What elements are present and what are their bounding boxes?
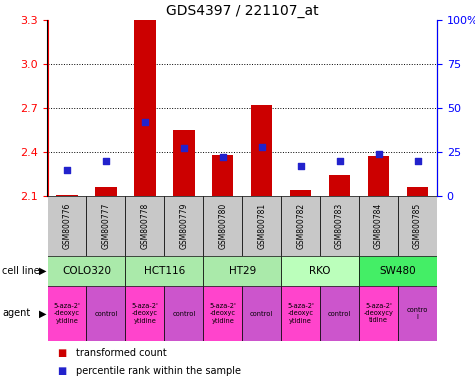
Text: cell line: cell line (2, 266, 40, 276)
Text: GSM800781: GSM800781 (257, 203, 266, 249)
Point (375, 151, 382, 157)
Bar (359, 196, 398, 256)
Text: GSM800783: GSM800783 (335, 203, 344, 249)
Bar (251, 105, 273, 196)
Text: ▶: ▶ (39, 308, 47, 318)
Bar (125, 256, 203, 286)
Text: 5-aza-2'
-deoxyc
ytidine: 5-aza-2' -deoxyc ytidine (287, 303, 314, 323)
Text: COLO320: COLO320 (62, 266, 111, 276)
Point (219, 154, 227, 161)
Text: HCT116: HCT116 (144, 266, 185, 276)
Bar (48, 286, 86, 341)
Bar (398, 286, 437, 341)
Bar (320, 196, 359, 256)
Bar (398, 196, 437, 256)
Text: SW480: SW480 (380, 266, 417, 276)
Text: 5-aza-2'
-deoxyc
ytidine: 5-aza-2' -deoxyc ytidine (132, 303, 158, 323)
Point (336, 158, 343, 164)
Bar (407, 187, 428, 196)
Bar (86, 286, 125, 341)
Bar (242, 196, 281, 256)
Bar (86, 196, 125, 256)
Bar (281, 286, 320, 341)
Text: agent: agent (2, 308, 30, 318)
Bar (203, 256, 281, 286)
Bar (212, 155, 234, 196)
Bar (95, 187, 117, 196)
Bar (203, 196, 242, 256)
Text: GSM800776: GSM800776 (63, 203, 71, 249)
Text: RKO: RKO (309, 266, 331, 276)
Text: 5-aza-2'
-deoxycy
tidine: 5-aza-2' -deoxycy tidine (364, 303, 393, 323)
Text: control: control (328, 311, 351, 316)
Text: GSM800780: GSM800780 (218, 203, 227, 249)
Text: GSM800778: GSM800778 (141, 203, 149, 249)
Point (297, 163, 304, 169)
Bar (173, 130, 195, 196)
Bar (359, 286, 398, 341)
Bar (368, 156, 390, 196)
Bar (125, 286, 164, 341)
Text: GSM800777: GSM800777 (102, 203, 110, 249)
Text: control: control (172, 311, 195, 316)
Text: contro
l: contro l (407, 307, 428, 320)
Text: control: control (250, 311, 273, 316)
Text: ■: ■ (57, 366, 66, 376)
Bar (164, 286, 203, 341)
Text: GSM800779: GSM800779 (180, 203, 188, 249)
Bar (134, 20, 156, 196)
Text: ■: ■ (57, 348, 66, 358)
Bar (359, 256, 437, 286)
Text: transformed count: transformed count (76, 348, 167, 358)
Point (180, 146, 188, 152)
Text: control: control (95, 311, 117, 316)
Point (141, 119, 149, 125)
Bar (281, 196, 320, 256)
Bar (281, 256, 359, 286)
Bar (125, 196, 164, 256)
Point (63, 167, 71, 173)
Bar (320, 286, 359, 341)
Text: GSM800784: GSM800784 (374, 203, 383, 249)
Text: ▶: ▶ (39, 266, 47, 276)
Bar (242, 286, 281, 341)
Text: percentile rank within the sample: percentile rank within the sample (76, 366, 241, 376)
Title: GDS4397 / 221107_at: GDS4397 / 221107_at (166, 3, 319, 18)
Point (258, 144, 266, 150)
Bar (290, 190, 312, 196)
Bar (164, 196, 203, 256)
Bar (203, 286, 242, 341)
Bar (56, 195, 78, 196)
Bar (48, 256, 125, 286)
Text: GSM800785: GSM800785 (413, 203, 422, 249)
Point (414, 158, 421, 164)
Bar (48, 196, 86, 256)
Text: GSM800782: GSM800782 (296, 203, 305, 249)
Text: HT29: HT29 (228, 266, 256, 276)
Bar (329, 175, 351, 196)
Point (102, 158, 110, 164)
Text: 5-aza-2'
-deoxyc
ytidine: 5-aza-2' -deoxyc ytidine (209, 303, 236, 323)
Text: 5-aza-2'
-deoxyc
ytidine: 5-aza-2' -deoxyc ytidine (54, 303, 80, 323)
